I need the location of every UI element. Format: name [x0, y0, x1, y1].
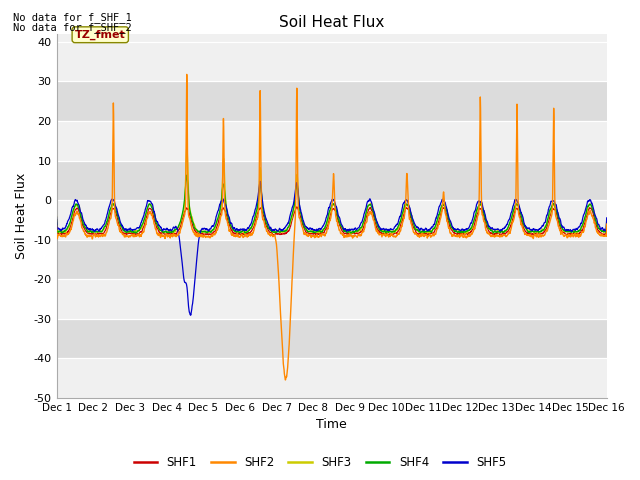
Bar — [56, 200, 607, 240]
Title: Soil Heat Flux: Soil Heat Flux — [279, 15, 384, 30]
Bar — [56, 279, 607, 319]
Text: TZ_fmet: TZ_fmet — [75, 30, 125, 40]
Bar — [56, 121, 607, 161]
Bar — [56, 82, 607, 121]
Bar — [56, 240, 607, 279]
Bar — [56, 161, 607, 200]
Y-axis label: Soil Heat Flux: Soil Heat Flux — [15, 173, 28, 259]
Legend: SHF1, SHF2, SHF3, SHF4, SHF5: SHF1, SHF2, SHF3, SHF4, SHF5 — [129, 452, 511, 474]
Bar — [56, 359, 607, 398]
Bar — [56, 319, 607, 359]
Bar — [56, 42, 607, 82]
Text: No data for f_SHF_1: No data for f_SHF_1 — [13, 12, 132, 23]
X-axis label: Time: Time — [316, 419, 347, 432]
Text: No data for f_SHF_2: No data for f_SHF_2 — [13, 22, 132, 33]
